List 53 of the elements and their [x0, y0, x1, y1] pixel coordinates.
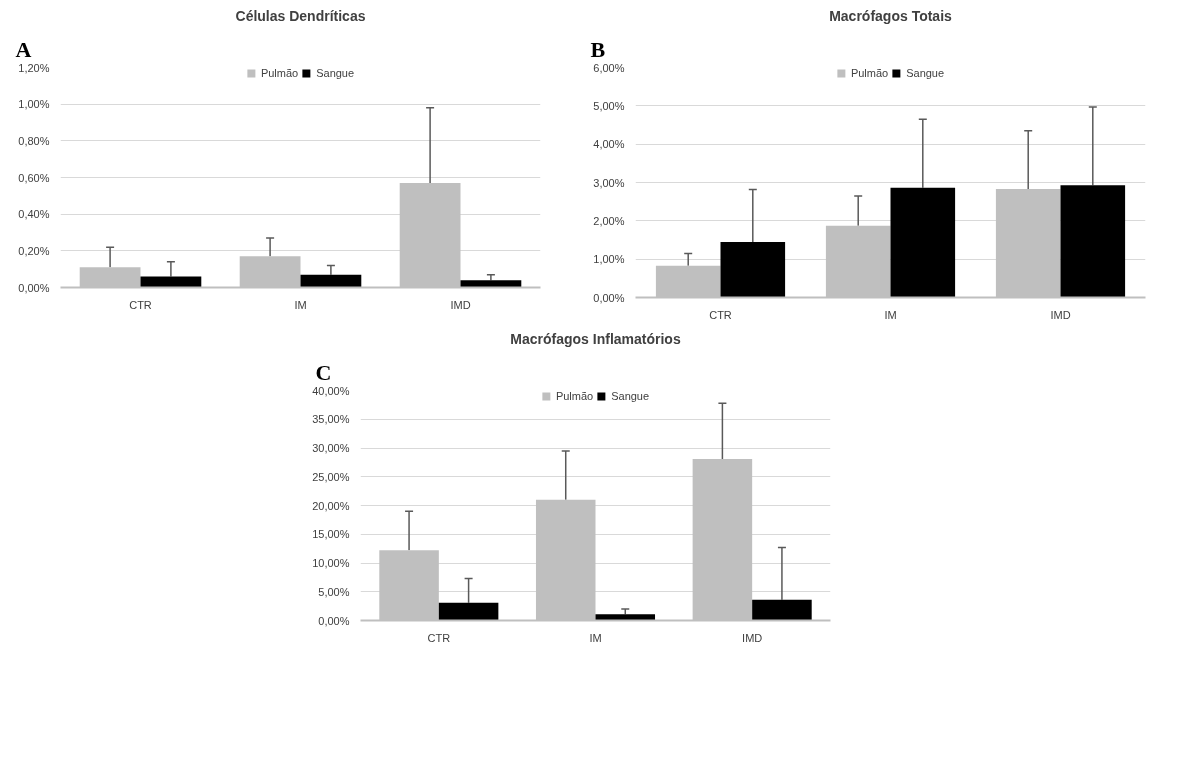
y-tick-label: 5,00%: [318, 585, 350, 598]
y-tick-label: 0,40%: [18, 208, 50, 221]
y-tick-label: 5,00%: [593, 99, 625, 112]
x-tick-label: IM: [884, 308, 897, 321]
y-tick-label: 10,00%: [312, 557, 350, 569]
y-tick-label: 6,00%: [593, 61, 625, 74]
y-tick-label: 0,80%: [18, 134, 50, 147]
y-tick-label: 1,20%: [18, 61, 50, 74]
chart-title: Macrófagos Inflamatórios: [510, 330, 681, 347]
y-tick-label: 0,20%: [18, 244, 50, 257]
y-tick-label: 30,00%: [312, 442, 350, 454]
bar: [438, 602, 499, 621]
text: A: [15, 36, 32, 62]
x-tick-label: CTR: [427, 631, 451, 644]
bar: [720, 241, 786, 298]
x-tick-label: IMD: [1050, 308, 1071, 321]
legend-label: Sangue: [906, 67, 945, 79]
y-tick-label: 1,00%: [18, 98, 50, 111]
bar: [140, 276, 202, 288]
y-tick-label: 0,00%: [593, 291, 625, 304]
y-tick-label: 25,00%: [312, 470, 350, 483]
bar: [595, 614, 656, 621]
bar: [752, 599, 812, 621]
bar: [1060, 185, 1126, 298]
x-tick-label: CTR: [709, 308, 732, 321]
y-tick-label: 4,00%: [593, 138, 625, 151]
y-tick-label: 0,60%: [18, 171, 50, 184]
text: C: [315, 359, 332, 385]
y-tick-label: 35,00%: [312, 413, 350, 426]
y-tick-label: 1,00%: [593, 253, 625, 266]
chart-title: Macrófagos Totais: [829, 7, 953, 24]
x-tick-label: IM: [294, 298, 307, 311]
x-tick-label: IM: [589, 631, 602, 644]
bar: [460, 280, 522, 288]
x-tick-label: CTR: [129, 298, 152, 311]
text: B: [590, 36, 606, 62]
x-tick-label: IMD: [742, 631, 763, 644]
y-tick-label: 0,00%: [318, 614, 350, 627]
legend-label: Sangue: [611, 390, 650, 402]
y-tick-label: 3,00%: [593, 176, 625, 189]
bar: [300, 274, 362, 288]
x-tick-label: IMD: [450, 298, 471, 311]
y-tick-label: 0,00%: [18, 281, 50, 294]
legend-label: Sangue: [316, 67, 355, 79]
legend-label: Pulmão: [260, 67, 299, 79]
legend-label: Pulmão: [850, 67, 889, 79]
y-tick-label: 15,00%: [312, 528, 350, 541]
y-tick-label: 2,00%: [593, 214, 625, 227]
bar: [890, 187, 956, 298]
chart-title: Células Dendríticas: [235, 7, 366, 24]
y-tick-label: 40,00%: [312, 384, 350, 397]
y-tick-label: 20,00%: [312, 499, 350, 512]
legend-label: Pulmão: [555, 390, 594, 402]
